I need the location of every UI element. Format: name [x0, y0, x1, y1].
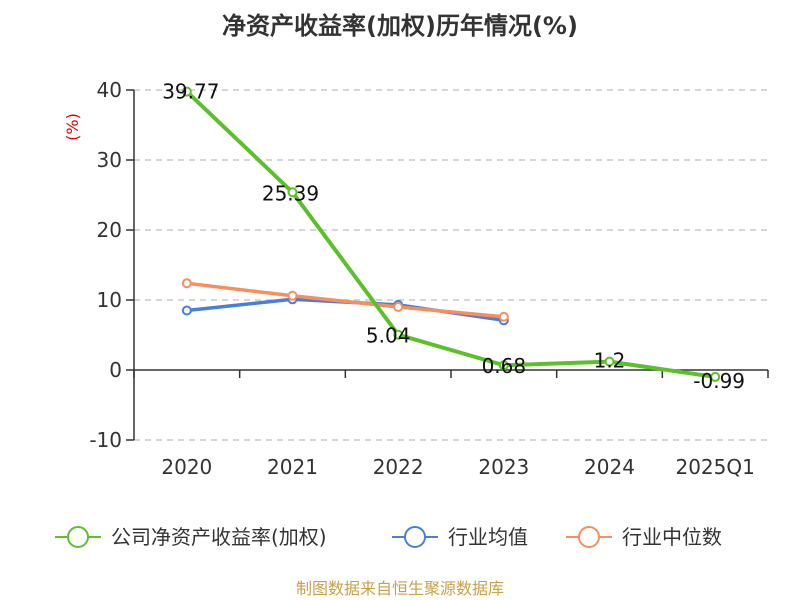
series-line [184, 89, 718, 379]
data-point [710, 371, 721, 382]
data-point [393, 302, 404, 312]
x-tick-label: 2023 [478, 455, 529, 479]
data-point [604, 356, 615, 367]
data-point [181, 278, 192, 289]
y-axis-ticks: 40 30 20 10 0 -10 [89, 78, 134, 452]
legend-label: 行业中位数 [622, 525, 722, 549]
data-point [498, 360, 509, 371]
data-label: -0.99 [693, 369, 745, 393]
x-tick-label: 2025Q1 [675, 455, 754, 479]
legend-swatch-marker [404, 526, 426, 548]
data-point [181, 86, 192, 97]
legend: 公司净资产收益率(加权) 行业均值 行业中位数 [55, 525, 722, 549]
y-tick-label: -10 [89, 428, 122, 452]
y-axis-label: (%) [63, 113, 82, 141]
x-axis-ticks: 2020 2021 2022 2023 2024 2025Q1 [161, 455, 754, 479]
data-label: 1.2 [594, 349, 626, 373]
data-label: 0.68 [482, 354, 527, 378]
data-label: 5.04 [366, 324, 411, 348]
y-tick-label: 20 [97, 218, 122, 242]
y-tick-label: 30 [97, 148, 122, 172]
y-tick-label: 40 [97, 78, 122, 102]
data-point [287, 290, 298, 301]
data-point [498, 311, 509, 322]
x-tick-label: 2022 [373, 455, 424, 479]
legend-item-2: 行业中位数 [566, 525, 722, 549]
legend-swatch-marker [578, 526, 600, 548]
axes [133, 90, 769, 440]
y-tick-label: 0 [109, 358, 122, 382]
legend-item-0: 公司净资产收益率(加权) [55, 525, 327, 549]
data-point [393, 329, 404, 340]
source-note: 制图数据来自恒生聚源数据库 [296, 579, 504, 598]
data-label: 25.39 [262, 181, 319, 205]
legend-item-1: 行业均值 [392, 525, 528, 549]
legend-label: 行业均值 [448, 525, 528, 549]
series-2 [181, 278, 509, 322]
x-tick-label: 2024 [584, 455, 635, 479]
legend-label: 公司净资产收益率(加权) [111, 525, 327, 549]
data-labels: 39.77 25.39 5.04 0.68 1.2 -0.99 [162, 80, 745, 393]
x-tick-label: 2020 [161, 455, 212, 479]
data-point [287, 187, 298, 198]
data-point [181, 305, 192, 316]
x-tick-label: 2021 [267, 455, 318, 479]
series-0 [181, 86, 721, 382]
series-line [185, 281, 506, 319]
legend-swatch-marker [67, 526, 89, 548]
chart-title: 净资产收益率(加权)历年情况(%) [222, 12, 578, 40]
series-lines [181, 86, 721, 382]
data-label: 39.77 [162, 80, 219, 104]
grid-lines [134, 89, 768, 441]
y-tick-label: 10 [97, 288, 122, 312]
